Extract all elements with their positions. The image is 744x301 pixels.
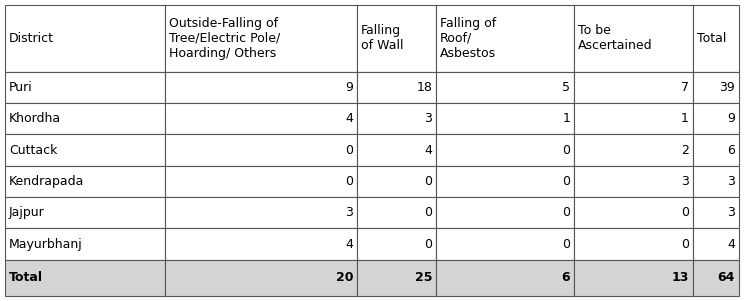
Text: Falling
of Wall: Falling of Wall — [361, 24, 404, 52]
Text: Jajpur: Jajpur — [9, 206, 45, 219]
Bar — [5, 5, 165, 72]
Text: 4: 4 — [727, 238, 735, 251]
Text: 64: 64 — [718, 272, 735, 284]
Bar — [693, 260, 739, 296]
Text: 20: 20 — [336, 272, 353, 284]
Bar — [574, 5, 693, 72]
Bar — [436, 228, 574, 260]
Bar — [436, 166, 574, 197]
Text: 9: 9 — [345, 81, 353, 94]
Bar — [5, 260, 165, 296]
Bar — [436, 197, 574, 228]
Text: 4: 4 — [345, 112, 353, 125]
Text: Kendrapada: Kendrapada — [9, 175, 84, 188]
Bar — [574, 197, 693, 228]
Bar — [5, 103, 165, 134]
Bar — [357, 134, 436, 166]
Text: 0: 0 — [562, 206, 570, 219]
Bar — [165, 72, 357, 103]
Bar — [357, 5, 436, 72]
Text: 3: 3 — [681, 175, 689, 188]
Bar — [436, 260, 574, 296]
Bar — [5, 197, 165, 228]
Text: 0: 0 — [424, 206, 432, 219]
Text: Puri: Puri — [9, 81, 33, 94]
Bar — [5, 228, 165, 260]
Bar — [693, 72, 739, 103]
Text: 2: 2 — [681, 144, 689, 157]
Text: 0: 0 — [681, 206, 689, 219]
Text: 3: 3 — [424, 112, 432, 125]
Bar — [574, 103, 693, 134]
Text: 0: 0 — [424, 175, 432, 188]
Text: To be
Ascertained: To be Ascertained — [578, 24, 653, 52]
Text: Cuttack: Cuttack — [9, 144, 57, 157]
Bar — [693, 166, 739, 197]
Bar — [436, 134, 574, 166]
Text: District: District — [9, 32, 54, 45]
Bar — [436, 5, 574, 72]
Bar — [574, 134, 693, 166]
Bar — [693, 228, 739, 260]
Text: 3: 3 — [345, 206, 353, 219]
Bar — [165, 103, 357, 134]
Text: 1: 1 — [681, 112, 689, 125]
Text: 5: 5 — [562, 81, 570, 94]
Text: 0: 0 — [681, 238, 689, 251]
Bar — [5, 72, 165, 103]
Bar — [574, 260, 693, 296]
Text: 6: 6 — [562, 272, 570, 284]
Text: 13: 13 — [671, 272, 689, 284]
Bar — [574, 228, 693, 260]
Text: 3: 3 — [727, 206, 735, 219]
Bar — [165, 197, 357, 228]
Bar — [693, 5, 739, 72]
Text: 39: 39 — [719, 81, 735, 94]
Bar — [357, 103, 436, 134]
Bar — [357, 197, 436, 228]
Bar — [693, 134, 739, 166]
Text: 1: 1 — [562, 112, 570, 125]
Bar — [165, 5, 357, 72]
Bar — [574, 72, 693, 103]
Text: Falling of
Roof/
Asbestos: Falling of Roof/ Asbestos — [440, 17, 496, 60]
Text: 3: 3 — [727, 175, 735, 188]
Bar — [5, 166, 165, 197]
Text: Total: Total — [696, 32, 726, 45]
Bar — [357, 166, 436, 197]
Text: 0: 0 — [424, 238, 432, 251]
Text: 25: 25 — [414, 272, 432, 284]
Text: Outside-Falling of
Tree/Electric Pole/
Hoarding/ Others: Outside-Falling of Tree/Electric Pole/ H… — [169, 17, 280, 60]
Bar — [574, 166, 693, 197]
Text: 4: 4 — [345, 238, 353, 251]
Text: 0: 0 — [562, 144, 570, 157]
Text: 9: 9 — [727, 112, 735, 125]
Text: 7: 7 — [681, 81, 689, 94]
Text: 0: 0 — [562, 175, 570, 188]
Bar — [693, 197, 739, 228]
Bar — [436, 103, 574, 134]
Bar — [5, 134, 165, 166]
Bar — [357, 260, 436, 296]
Bar — [165, 166, 357, 197]
Text: 0: 0 — [345, 175, 353, 188]
Text: 6: 6 — [727, 144, 735, 157]
Bar — [357, 72, 436, 103]
Bar — [693, 103, 739, 134]
Text: Khordha: Khordha — [9, 112, 61, 125]
Text: Mayurbhanj: Mayurbhanj — [9, 238, 83, 251]
Text: 18: 18 — [416, 81, 432, 94]
Bar — [357, 228, 436, 260]
Text: 4: 4 — [424, 144, 432, 157]
Bar — [165, 134, 357, 166]
Bar — [436, 72, 574, 103]
Text: 0: 0 — [562, 238, 570, 251]
Text: 0: 0 — [345, 144, 353, 157]
Text: Total: Total — [9, 272, 43, 284]
Bar — [165, 260, 357, 296]
Bar — [165, 228, 357, 260]
